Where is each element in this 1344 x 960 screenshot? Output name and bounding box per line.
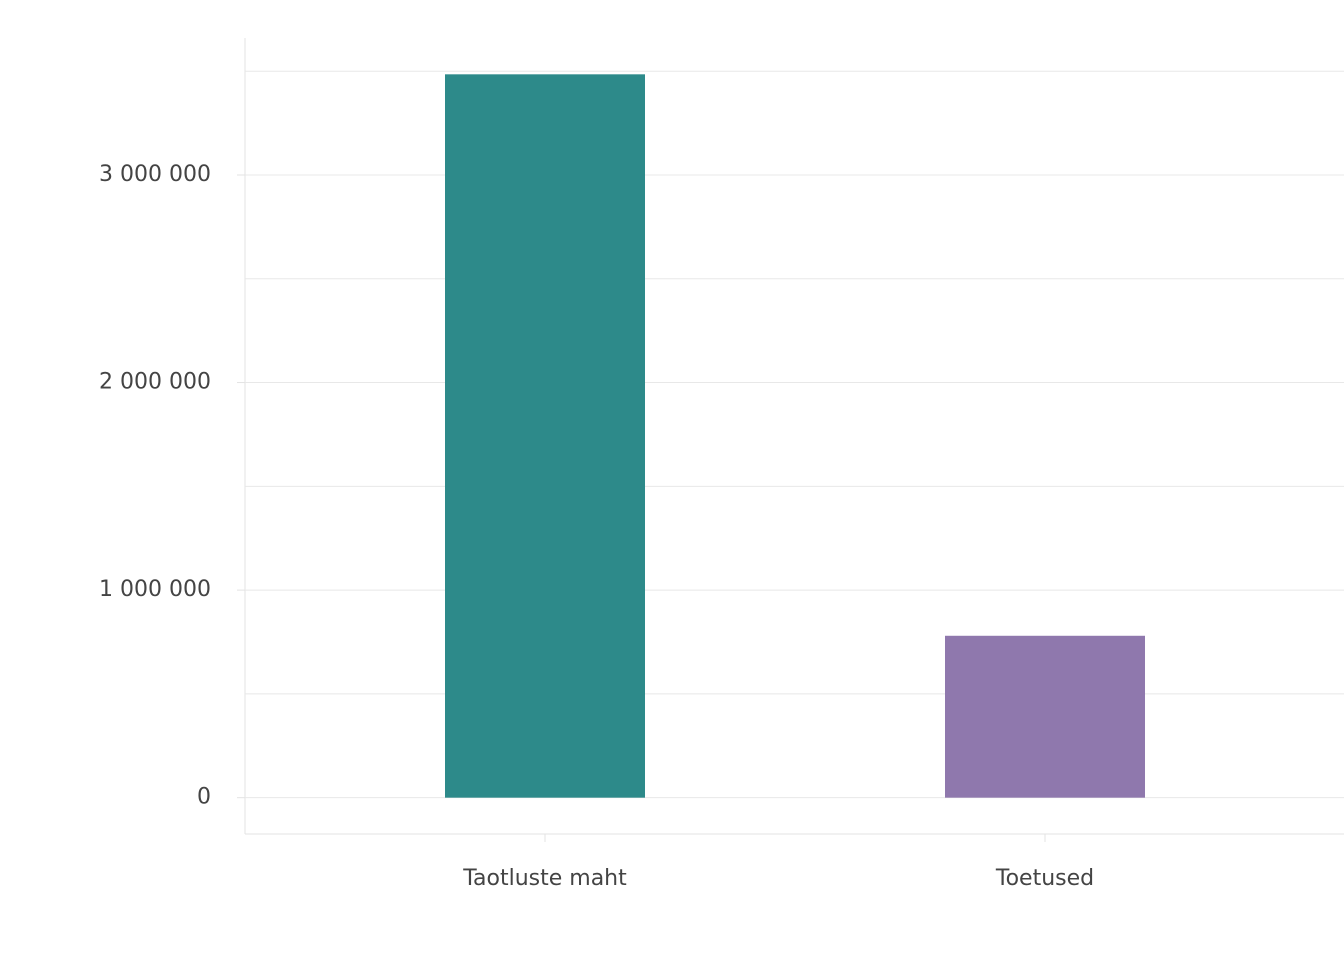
y-tick-label: 0 — [197, 785, 211, 810]
bar — [945, 635, 1145, 798]
y-tick-label: 2 000 000 — [99, 370, 211, 395]
y-tick-label: 1 000 000 — [99, 577, 211, 602]
y-tick-label: 3 000 000 — [99, 162, 211, 187]
bar — [445, 74, 645, 798]
x-tick-label: Taotluste maht — [462, 866, 627, 891]
x-tick-label: Toetused — [995, 866, 1094, 891]
